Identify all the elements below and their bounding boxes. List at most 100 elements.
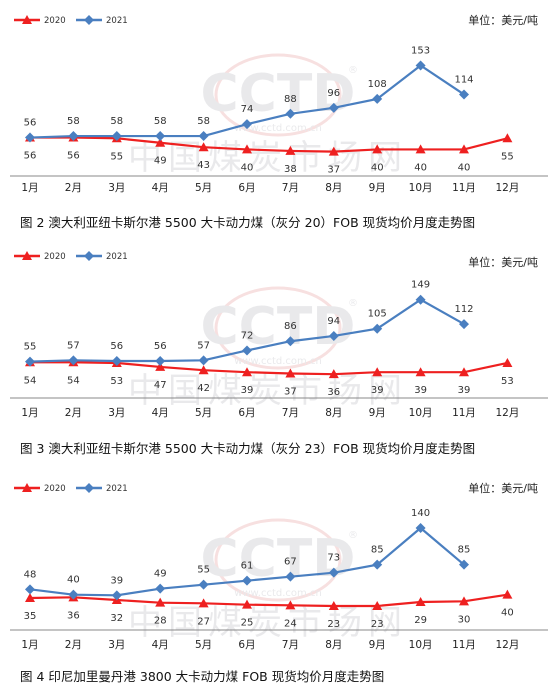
- point-2021: [372, 93, 383, 104]
- point-2020: [415, 144, 426, 154]
- data-label-2020: 56: [67, 151, 80, 162]
- x-tick-label: 6月: [238, 182, 255, 194]
- data-label-2020: 35: [24, 611, 37, 622]
- point-2021: [372, 559, 383, 570]
- x-tick-label: 10月: [409, 407, 433, 419]
- data-label-2021: 74: [241, 104, 254, 115]
- data-label-2020: 25: [241, 618, 254, 629]
- data-label-2020: 40: [371, 162, 384, 173]
- point-2020: [328, 146, 339, 156]
- x-tick-label: 3月: [108, 182, 125, 194]
- point-2021: [198, 355, 209, 366]
- x-tick-label: 4月: [152, 407, 169, 419]
- data-label-2020: 54: [24, 375, 37, 386]
- data-label-2020: 47: [154, 380, 167, 391]
- legend-marker-2020: [22, 15, 32, 24]
- data-label-2020: 40: [414, 162, 427, 173]
- unit-label: 单位：美元/吨: [468, 255, 538, 269]
- watermark-ring: [214, 518, 342, 602]
- legend-label-2020: 2020: [44, 252, 66, 262]
- point-2021: [242, 345, 252, 356]
- point-2021: [459, 319, 469, 330]
- data-label-2020: 23: [327, 619, 340, 630]
- point-2021: [328, 102, 339, 113]
- point-2020: [155, 597, 166, 607]
- legend-label-2020: 2020: [44, 16, 66, 26]
- point-2020: [242, 144, 252, 154]
- data-label-2021: 85: [458, 545, 471, 556]
- data-label-2021: 55: [24, 342, 37, 353]
- data-label-2020: 29: [414, 615, 427, 626]
- data-label-2020: 37: [327, 165, 340, 176]
- data-label-2021: 72: [241, 330, 254, 341]
- x-tick-label: 11月: [452, 407, 476, 419]
- data-label-2021: 49: [154, 569, 167, 580]
- data-label-2021: 67: [284, 557, 297, 568]
- point-2021: [459, 559, 469, 570]
- legend-label-2021: 2021: [106, 16, 128, 26]
- x-tick-label: 7月: [282, 639, 299, 651]
- point-2021: [328, 567, 339, 578]
- watermark-logo-text: CCTD: [201, 64, 356, 124]
- data-label-2020: 53: [501, 376, 514, 387]
- data-label-2020: 49: [154, 156, 167, 167]
- x-tick-label: 8月: [325, 407, 342, 419]
- x-tick-label: 6月: [238, 639, 255, 651]
- x-tick-label: 4月: [152, 182, 169, 194]
- x-tick-label: 12月: [495, 407, 519, 419]
- data-label-2021: 94: [327, 316, 340, 327]
- watermark-ring: [214, 286, 342, 370]
- x-tick-label: 9月: [369, 182, 386, 194]
- point-2021: [285, 571, 296, 582]
- x-tick-label: 3月: [108, 407, 125, 419]
- point-2021: [68, 131, 79, 142]
- data-label-2021: 114: [454, 74, 473, 85]
- x-tick-label: 9月: [369, 639, 386, 651]
- point-2020: [372, 144, 383, 154]
- legend-label-2021: 2021: [106, 484, 128, 494]
- point-2020: [155, 361, 166, 371]
- data-label-2020: 36: [327, 387, 340, 398]
- x-tick-label: 4月: [152, 639, 169, 651]
- point-2021: [372, 323, 383, 334]
- watermark-cn-text: 中国煤炭市场网: [128, 371, 408, 411]
- watermark-logo-text: CCTD: [201, 297, 356, 357]
- watermark-reg-mark: ®: [348, 65, 358, 76]
- point-2021: [415, 60, 426, 71]
- point-2021: [111, 590, 122, 601]
- chart-caption-2: 图 3 澳大利亚纽卡斯尔港 5500 大卡动力煤（灰分 23）FOB 现货均价月…: [20, 441, 476, 456]
- point-2020: [459, 144, 469, 154]
- point-2020: [372, 601, 383, 610]
- data-label-2021: 39: [110, 575, 123, 586]
- point-2020: [502, 133, 513, 143]
- watermark-reg-mark: ®: [348, 298, 358, 309]
- line-chart-2: CCTD® www.cctd.com.cn 中国煤炭市场网 2020 2021 单位：美元…: [10, 251, 548, 419]
- legend-label-2021: 2021: [106, 252, 128, 262]
- data-label-2021: 105: [368, 309, 387, 320]
- point-2021: [415, 294, 426, 305]
- point-2020: [285, 145, 296, 155]
- legend: 2020 2021: [14, 483, 128, 494]
- x-tick-label: 11月: [452, 182, 476, 194]
- x-tick-label: 2月: [65, 639, 82, 651]
- data-label-2021: 48: [24, 569, 37, 580]
- data-label-2020: 40: [241, 162, 254, 173]
- legend-marker-2021: [84, 251, 94, 261]
- point-2021: [68, 589, 79, 600]
- point-2021: [25, 132, 35, 143]
- watermark-url: www.cctd.com.cn: [234, 123, 322, 134]
- x-tick-label: 12月: [495, 639, 519, 651]
- x-tick-label: 5月: [195, 639, 212, 651]
- series-line-2020: [30, 361, 508, 376]
- data-label-2021: 56: [24, 118, 37, 129]
- point-2020: [285, 600, 296, 610]
- data-label-2021: 61: [241, 561, 254, 572]
- data-label-2020: 40: [501, 608, 514, 619]
- chart-panel-3: CCTD ® www.cctd.com.cn 中国煤炭市场网 2020 2021 单位：美元…: [0, 470, 556, 693]
- point-2020: [459, 367, 469, 377]
- data-label-2021: 56: [110, 341, 123, 352]
- data-label-2021: 40: [67, 575, 80, 586]
- data-label-2021: 58: [154, 116, 167, 127]
- watermark-ring: [214, 53, 342, 137]
- x-tick-label: 11月: [452, 639, 476, 651]
